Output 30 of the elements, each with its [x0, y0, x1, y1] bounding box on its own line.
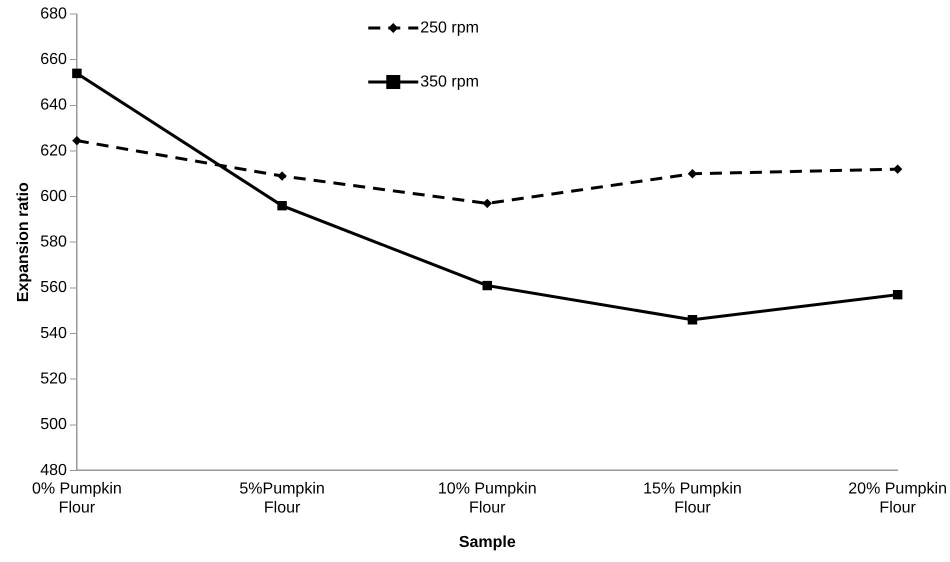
y-tick-label: 680 [40, 5, 67, 22]
y-tick-label: 520 [40, 370, 67, 388]
point [688, 315, 698, 325]
y-tick-label: 500 [40, 416, 67, 434]
y-tick-label: 620 [40, 142, 67, 160]
y-tick-label: 540 [40, 324, 67, 342]
x-tick-label: 5%Pumpkin Flour [239, 480, 325, 517]
point [893, 164, 902, 174]
y-axis-title: Expansion ratio [15, 182, 32, 302]
point [72, 68, 82, 78]
point [688, 169, 697, 178]
legend-label: 350 rpm [420, 73, 479, 90]
y-tick-label: 480 [40, 462, 67, 479]
x-tick-label: 10% Pumpkin Flour [438, 480, 537, 517]
point [278, 172, 287, 181]
y-tick-label: 660 [40, 51, 67, 68]
x-tick-label: 20% Pumpkin Flour [848, 480, 947, 517]
y-tick-label: 640 [40, 96, 67, 114]
legend-label: 250 rpm [420, 19, 479, 36]
point [277, 200, 287, 210]
point [482, 198, 492, 208]
y-tick-label: 560 [40, 279, 67, 296]
x-axis-title: Sample [458, 534, 516, 551]
y-tick-label: 600 [40, 188, 67, 205]
y-tick-label: 580 [40, 234, 67, 251]
point [72, 136, 82, 146]
point [482, 280, 492, 290]
point [892, 290, 902, 300]
x-tick-label: 0% Pumpkin Flour [32, 480, 122, 517]
x-tick-label: 15% Pumpkin Flour [643, 480, 742, 517]
